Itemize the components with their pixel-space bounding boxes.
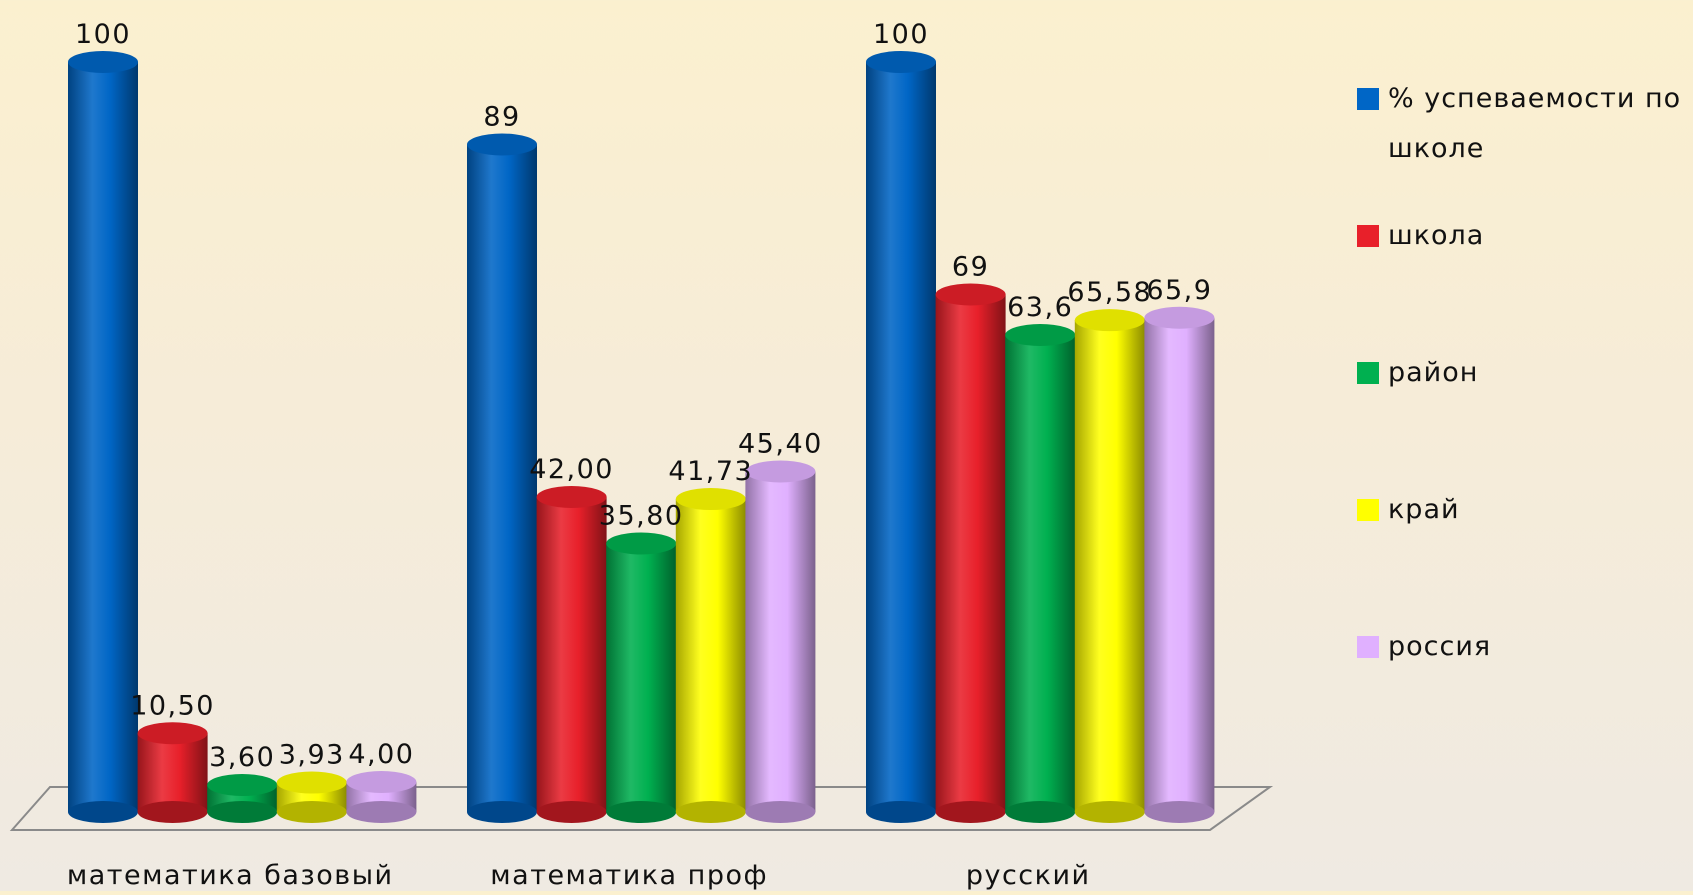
legend-label: школа (1388, 220, 1484, 251)
bar (68, 51, 138, 823)
data-label: 45,40 (738, 429, 823, 460)
bar-top (536, 486, 607, 508)
bar-bottom (346, 801, 417, 823)
bars-layer (68, 51, 1215, 823)
data-label: 89 (483, 102, 520, 133)
bar-bottom (935, 801, 1006, 823)
category-label: русский (966, 860, 1091, 891)
bar-bottom (675, 801, 746, 823)
bar-top (606, 532, 677, 555)
bar-bottom (606, 801, 677, 823)
bar-body (675, 499, 746, 812)
legend-label: район (1388, 357, 1478, 388)
bar-top (675, 488, 746, 511)
data-label: 35,80 (599, 501, 684, 532)
data-label: 4,00 (348, 739, 414, 770)
bar-body (1144, 317, 1215, 812)
bar-top (276, 771, 347, 794)
bar-bottom (866, 801, 936, 823)
data-label: 42,00 (529, 454, 614, 485)
bar (536, 486, 607, 823)
bar (137, 722, 208, 823)
bar-body (467, 144, 537, 812)
bar-body (1074, 320, 1145, 812)
data-label: 65,9 (1146, 275, 1212, 306)
bar (935, 283, 1006, 823)
legend-label: россия (1388, 631, 1491, 662)
bar-body (1005, 335, 1076, 812)
bar-body (745, 471, 816, 812)
bar (1074, 309, 1145, 823)
data-label: 3,93 (279, 740, 345, 771)
bar-top (137, 722, 208, 745)
legend-swatch (1357, 88, 1379, 110)
legend-swatch (1357, 225, 1379, 247)
bar-bottom (467, 801, 537, 823)
bar-bottom (276, 801, 347, 823)
legend-item: россия (1357, 631, 1491, 662)
bar-top (1144, 306, 1215, 329)
bar-top (866, 51, 936, 73)
bar-bottom (1005, 801, 1076, 823)
bar-body (536, 497, 607, 812)
bar-body (68, 62, 138, 812)
bar (745, 460, 816, 823)
bar-body (935, 294, 1006, 812)
data-labels-layer: 100 10,50 3,60 3,93 4,00 89 42,00 35,80 41,7345,… (75, 19, 1212, 773)
chart-floor (9, 786, 1274, 831)
category-label: математика проф (490, 860, 768, 891)
legend-swatch (1357, 499, 1379, 521)
bar-bottom (137, 801, 208, 823)
bar (467, 133, 537, 823)
data-label: 100 (75, 19, 131, 50)
bar-body (866, 62, 936, 812)
bar-top (467, 133, 537, 156)
category-label: математика базовый (67, 860, 394, 891)
legend-swatch (1357, 636, 1379, 658)
bar-top (1074, 309, 1145, 332)
legend: % успеваемости по школе школа район край росс… (1357, 83, 1681, 662)
bar-bottom (536, 801, 607, 823)
bar-body (606, 543, 677, 812)
data-label: 10,50 (130, 690, 215, 721)
category-labels-layer: математика базовый математика проф русский (67, 860, 1091, 891)
legend-swatch (1357, 362, 1379, 384)
bar-top (1005, 324, 1076, 346)
legend-item: % успеваемости по школе (1357, 83, 1681, 164)
bar (675, 488, 746, 823)
bar-bottom (1144, 801, 1215, 823)
bar (1005, 324, 1076, 823)
bar-top (935, 283, 1006, 306)
bar-bottom (207, 801, 278, 823)
data-label: 3,60 (209, 742, 275, 773)
data-label: 69 (952, 252, 989, 283)
bar (866, 51, 936, 823)
bar-bottom (68, 801, 138, 823)
bar-bottom (745, 801, 816, 823)
bar (346, 771, 417, 823)
bar (606, 532, 677, 823)
bar-body (137, 733, 208, 812)
bar (207, 774, 278, 823)
bar (1144, 306, 1215, 823)
bar-top (207, 774, 278, 796)
legend-item: школа (1357, 220, 1484, 251)
data-label: 100 (873, 19, 929, 50)
legend-item: район (1357, 357, 1478, 388)
bar (276, 771, 347, 823)
data-label: 65,58 (1067, 277, 1152, 308)
bar-top (346, 771, 417, 793)
bar-bottom (1074, 801, 1145, 823)
bar-top (745, 460, 816, 483)
legend-item: край (1357, 494, 1460, 525)
bar-top (68, 51, 138, 73)
data-label: 63,6 (1007, 292, 1073, 323)
legend-label: край (1388, 494, 1460, 525)
data-label: 41,73 (668, 456, 753, 487)
legend-label: % успеваемости по школе (1388, 83, 1681, 164)
